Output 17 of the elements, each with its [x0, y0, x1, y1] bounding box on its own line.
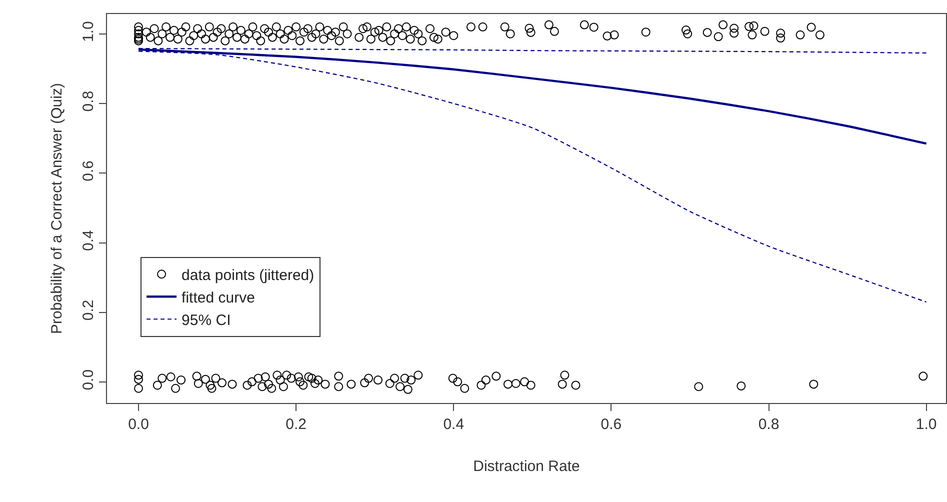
y-tick-label: 0.8 — [80, 90, 97, 112]
legend-label: fitted curve — [182, 289, 255, 306]
x-tick-label: 0.8 — [758, 416, 780, 433]
x-tick-label: 0.2 — [286, 416, 306, 433]
y-tick-label: 0.2 — [80, 300, 97, 321]
x-tick-label: 0.0 — [128, 416, 149, 433]
x-tick-label: 1.0 — [916, 416, 937, 433]
x-axis-title: Distraction Rate — [473, 458, 580, 475]
x-tick-label: 0.6 — [600, 416, 622, 433]
y-axis-title: Probability of a Correct Answer (Quiz) — [48, 83, 66, 334]
y-tick-label: 1.0 — [80, 21, 97, 42]
y-tick-label: 0.4 — [80, 230, 97, 251]
legend-label: 95% CI — [182, 312, 231, 329]
x-tick-label: 0.4 — [443, 416, 464, 433]
legend-label: data points (jittered) — [182, 266, 314, 284]
y-tick-label: 0.0 — [80, 369, 97, 390]
y-tick-label: 0.6 — [80, 160, 97, 182]
